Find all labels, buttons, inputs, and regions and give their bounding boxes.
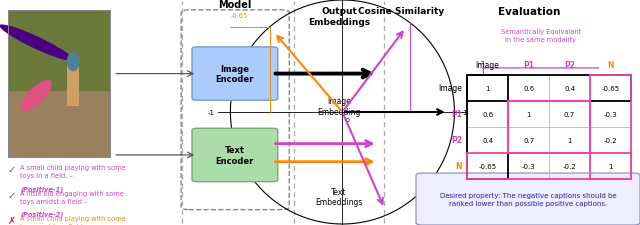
Text: -0.2: -0.2 — [604, 137, 618, 143]
Text: -0.65: -0.65 — [602, 85, 620, 91]
Text: P2: P2 — [451, 136, 462, 144]
Text: (Positive-2): (Positive-2) — [20, 210, 64, 217]
Text: Evaluation: Evaluation — [499, 7, 561, 17]
Text: ✓: ✓ — [8, 164, 16, 174]
Text: (Positive-1): (Positive-1) — [20, 186, 64, 192]
Text: P1: P1 — [523, 61, 534, 70]
Text: A little kid engaging with some
toys amidst a field –: A little kid engaging with some toys ami… — [20, 190, 124, 204]
Text: -0.65: -0.65 — [230, 13, 248, 19]
Text: Cosine Similarity: Cosine Similarity — [358, 7, 445, 16]
Text: Image
Encoder: Image Encoder — [216, 65, 254, 84]
Text: 1: 1 — [567, 137, 572, 143]
Text: 1: 1 — [462, 110, 467, 115]
Text: A small child playing with some
toys in a field. –: A small child playing with some toys in … — [20, 164, 126, 178]
Text: Desired property: The negative captions should be
ranked lower than possible pos: Desired property: The negative captions … — [440, 192, 616, 206]
Text: N: N — [456, 162, 462, 170]
Ellipse shape — [21, 81, 52, 112]
Text: 1: 1 — [608, 163, 613, 169]
Bar — [8, 11, 110, 92]
Text: Image: Image — [438, 84, 462, 93]
Text: Text
Embeddings: Text Embeddings — [316, 187, 363, 206]
Text: 1: 1 — [526, 111, 531, 117]
Bar — [67, 65, 79, 106]
Text: -0.3: -0.3 — [522, 163, 536, 169]
Text: P2: P2 — [564, 61, 575, 70]
Text: -1: -1 — [207, 110, 214, 115]
Text: P1: P1 — [451, 110, 462, 119]
Bar — [8, 11, 110, 157]
Text: 0.4: 0.4 — [482, 137, 493, 143]
Text: ✗: ✗ — [8, 215, 16, 225]
Bar — [508, 101, 590, 153]
Bar — [590, 75, 631, 179]
Text: -0.2: -0.2 — [563, 163, 577, 169]
Text: Output
Embeddings: Output Embeddings — [308, 7, 371, 27]
Text: ✓: ✓ — [8, 190, 16, 200]
Text: N: N — [607, 61, 614, 70]
Ellipse shape — [67, 53, 80, 72]
Bar — [467, 153, 631, 179]
Bar — [8, 92, 110, 158]
Text: 1: 1 — [485, 85, 490, 91]
Text: Text
Encoder: Text Encoder — [216, 146, 254, 165]
Bar — [467, 75, 631, 101]
Bar — [467, 75, 508, 179]
Text: 0.7: 0.7 — [564, 111, 575, 117]
Text: 0.6: 0.6 — [523, 85, 534, 91]
Text: A small child playing with some
toys next to a field. –: A small child playing with some toys nex… — [20, 215, 126, 225]
Text: 0.7: 0.7 — [523, 137, 534, 143]
Text: Semantically Equivalant
in the same modality: Semantically Equivalant in the same moda… — [500, 29, 581, 43]
Bar — [8, 11, 110, 157]
Text: Image
Embedding: Image Embedding — [317, 97, 361, 116]
Ellipse shape — [0, 25, 74, 62]
FancyBboxPatch shape — [416, 173, 640, 225]
Text: -0.3: -0.3 — [604, 111, 618, 117]
Text: 0.4: 0.4 — [564, 85, 575, 91]
Text: 0.6: 0.6 — [482, 111, 493, 117]
Text: Image: Image — [476, 61, 500, 70]
Text: 0: 0 — [346, 117, 349, 122]
Text: -0.65: -0.65 — [479, 163, 497, 169]
FancyBboxPatch shape — [192, 129, 278, 182]
FancyBboxPatch shape — [192, 48, 278, 101]
Text: Model: Model — [218, 0, 252, 10]
